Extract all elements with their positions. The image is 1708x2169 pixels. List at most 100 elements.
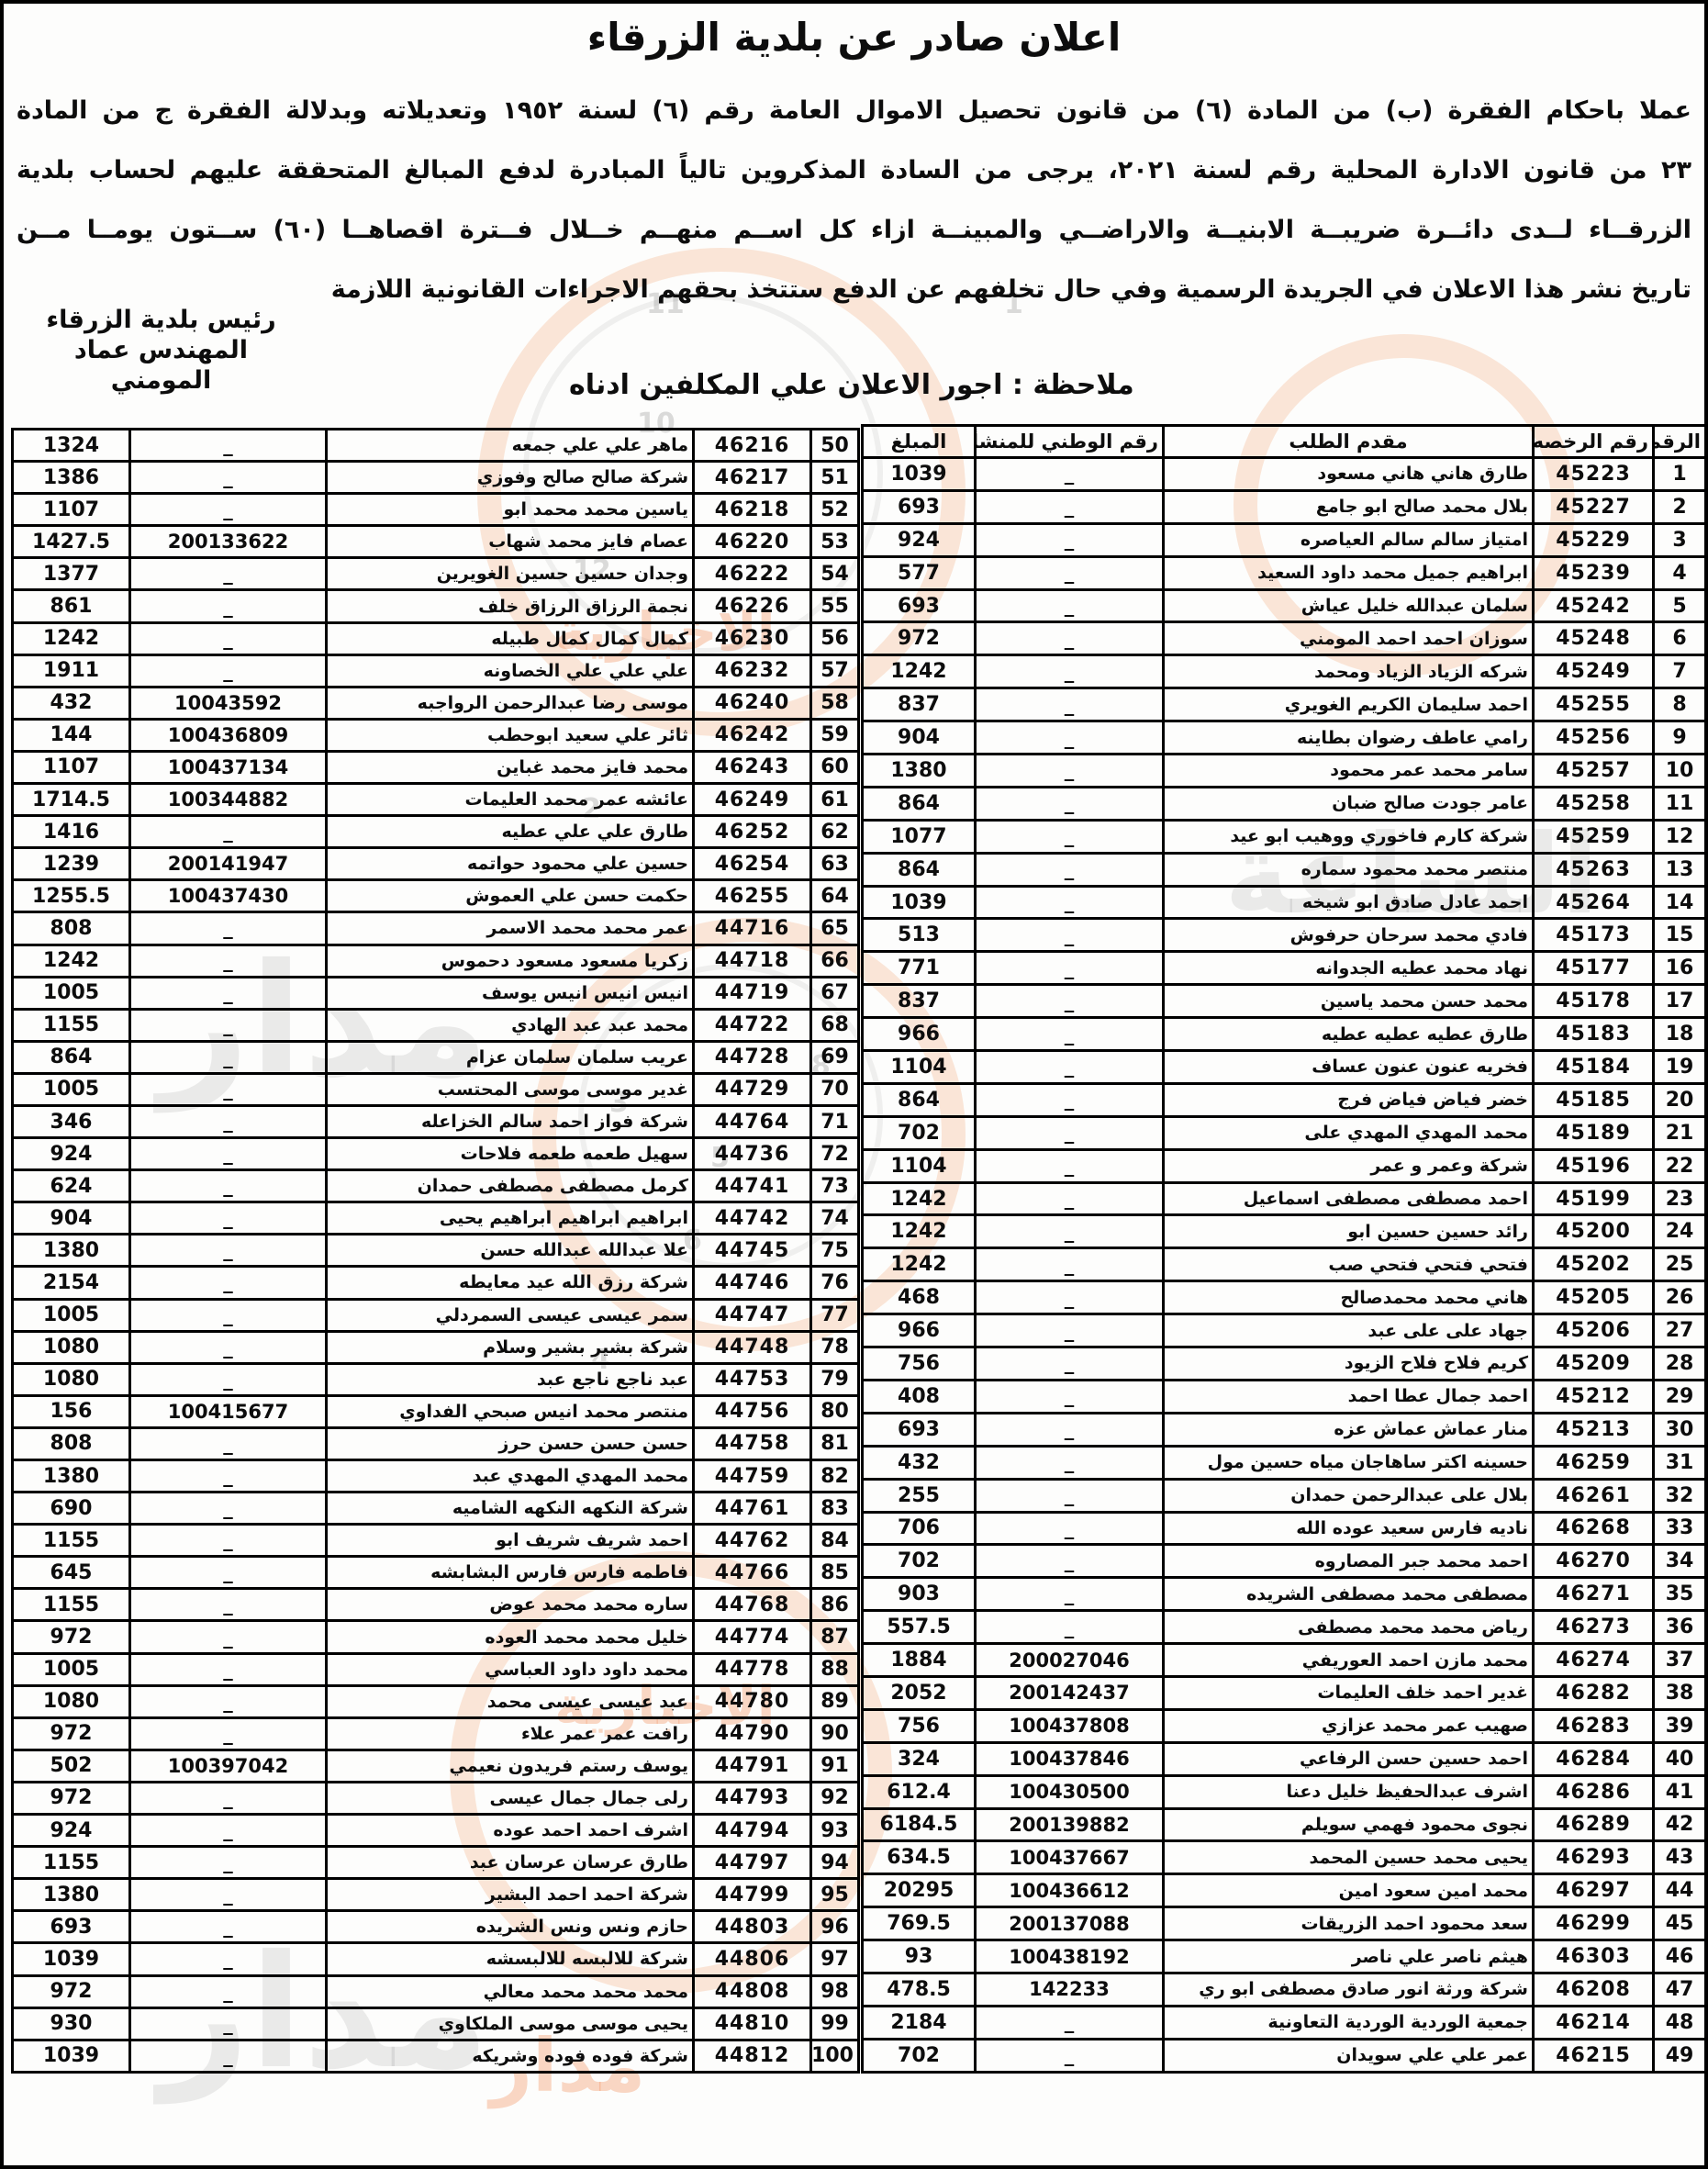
cell-license: 46286 [1532, 1773, 1655, 1810]
cell-applicant: شركه الزياد الزياد ومحمد [1162, 654, 1535, 690]
cell-applicant: هاني محمد محمدصالح [1162, 1280, 1535, 1316]
cell-license: 45256 [1532, 720, 1655, 756]
table-row: 15 45173 فادي محمد سرحان حرفوش _ 513 [861, 917, 1704, 954]
cell-num: 86 [809, 1587, 860, 1623]
table-row: 95 44799 شركة احمد احمد البشير _ 1380 [11, 1877, 860, 1913]
cell-num: 57 [809, 653, 860, 688]
cell-applicant: احمد جمال عطا احمد [1162, 1378, 1535, 1414]
cell-num: 16 [1652, 950, 1704, 987]
cell-applicant: سعد محمود احمد الزريقات [1162, 1906, 1535, 1942]
cell-applicant: احمد محمد جبر المصاروه [1162, 1543, 1535, 1580]
cell-license: 46282 [1532, 1674, 1655, 1711]
cell-num: 45 [1652, 1906, 1704, 1942]
announcement-paragraph: عملا باحكام الفقرة (ب) من المادة (٦) من … [17, 81, 1691, 319]
cell-num: 87 [809, 1619, 860, 1655]
cell-national: 100436809 [128, 717, 328, 753]
cell-national: _ [974, 917, 1165, 954]
cell-num: 78 [809, 1329, 860, 1365]
table-row: 42 46289 نجوى محمود فهمي سويلم 200139882 618… [861, 1806, 1704, 1843]
cell-applicant: عبد عيسى عيسى محمد [325, 1683, 695, 1719]
table-row: 96 44803 حازم ونس ونس الشريده _ 693 [11, 1909, 860, 1945]
cell-amount: 1242 [11, 621, 131, 656]
cell-national: _ [128, 1909, 328, 1945]
cell-license: 44748 [692, 1329, 812, 1365]
cell-applicant: احمد عادل صادق ابو شيخه [1162, 884, 1535, 921]
cell-num: 49 [1652, 2037, 1704, 2074]
cell-num: 52 [809, 492, 860, 528]
table-row: 27 45206 جهاد على على عبد _ 966 [861, 1313, 1704, 1349]
table-row: 17 45178 محمد حسن محمد ياسين _ 837 [861, 983, 1704, 1020]
table-row: 40 46284 احمد حسين حسن الرفاعي 100437846 324 [861, 1740, 1704, 1777]
cell-applicant: طارق هاني هاني مسعود [1162, 456, 1535, 492]
cell-license: 46215 [1532, 2037, 1655, 2074]
cell-national: _ [128, 1683, 328, 1719]
cell-num: 33 [1652, 1510, 1704, 1547]
cell-applicant: سوزان احمد احمد المومني [1162, 621, 1535, 657]
table-row: 60 46243 محمد فايز محمد غباين 100437134 1107 [11, 749, 860, 786]
table-row: 3 45229 امتياز سالم سالم العياصره _ 924 [861, 521, 1704, 558]
cell-num: 9 [1652, 720, 1704, 756]
cell-amount: 1380 [11, 1458, 131, 1494]
page-title: اعلان صادر عن بلدية الزرقاء [586, 15, 1122, 60]
cell-national: _ [128, 2006, 328, 2041]
cell-national: _ [974, 1510, 1165, 1547]
cell-national: _ [974, 720, 1165, 756]
cell-license: 45227 [1532, 488, 1655, 525]
table-row: 100 44812 شركة فوده فوده وشريكه _ 1039 [11, 2038, 860, 2074]
cell-applicant: رياض محمد محمد مصطفى [1162, 1609, 1535, 1646]
cell-license: 45177 [1532, 950, 1655, 987]
cell-national: _ [974, 621, 1165, 657]
cell-num: 56 [809, 621, 860, 656]
cell-license: 45239 [1532, 554, 1655, 591]
cell-amount: 1242 [861, 654, 977, 690]
cell-applicant: كريم فلاح فلاح الزيود [1162, 1346, 1535, 1381]
cell-amount: 702 [861, 1114, 977, 1151]
table-row: 66 44718 زكريا مسعود مسعود دحموس _ 1242 [11, 943, 860, 978]
cell-amount: 20295 [861, 1873, 977, 1909]
cell-license: 44729 [692, 1071, 812, 1107]
cell-license: 44742 [692, 1201, 812, 1236]
cell-amount: 1714.5 [11, 782, 131, 818]
table-row: 81 44758 حسن حسن حسن حرز _ 808 [11, 1426, 860, 1462]
cell-num: 64 [809, 878, 860, 914]
cell-num: 97 [809, 1941, 860, 1977]
cell-num: 82 [809, 1458, 860, 1494]
cell-amount: 837 [861, 687, 977, 723]
cell-amount: 756 [861, 1346, 977, 1381]
cell-amount: 346 [11, 1103, 131, 1140]
table-row: 35 46271 مصطفى محمد مصطفى الشريده _ 903 [861, 1576, 1704, 1613]
cell-num: 37 [1652, 1642, 1704, 1678]
cell-num: 36 [1652, 1609, 1704, 1646]
cell-num: 32 [1652, 1477, 1704, 1514]
cell-num: 83 [809, 1491, 860, 1526]
table-row: 24 45200 رائد حسين حسين ابو _ 1242 [861, 1213, 1704, 1250]
cell-national: _ [974, 1313, 1165, 1349]
table-row: 64 46255 حكمت حسن علي العموش 100437430 1255.… [11, 878, 860, 914]
cell-num: 89 [809, 1683, 860, 1719]
cell-amount: 144 [11, 717, 131, 753]
cell-national: 100437430 [128, 878, 328, 914]
cell-amount: 924 [861, 521, 977, 558]
cell-amount: 1155 [11, 1007, 131, 1043]
cell-num: 91 [809, 1748, 860, 1783]
cell-applicant: عمر علي علي سويدان [1162, 2037, 1535, 2074]
cell-national: 10043592 [128, 685, 328, 721]
cell-num: 60 [809, 749, 860, 786]
cell-applicant: محمد امين سعود امين [1162, 1873, 1535, 1909]
table-row: 21 45189 محمد المهدي المهدي على _ 702 [861, 1114, 1704, 1151]
cell-amount: 1380 [11, 1877, 131, 1913]
cell-national: _ [128, 1619, 328, 1655]
cell-applicant: عبد ناجع ناجع عبد [325, 1361, 695, 1397]
cell-license: 46255 [692, 878, 812, 914]
table-row: 86 44768 ساره محمد محمد عوض _ 1155 [11, 1587, 860, 1623]
cell-license: 44728 [692, 1039, 812, 1075]
note-line: ملاحظة : اجور الاعلان علي المكلفين ادناه [569, 369, 1134, 401]
table-row: 26 45205 هاني محمد محمدصالح _ 468 [861, 1280, 1704, 1316]
table-row: 46 46303 هيثم ناصر علي ناصر 100438192 93 [861, 1939, 1704, 1974]
cell-applicant: سمر عيسى عيسى السمردلي [325, 1297, 695, 1333]
table-row: 18 45183 طارق عطيه عطيه عطيه _ 966 [861, 1016, 1704, 1053]
cell-applicant: فاطمه فارس فارس البشابشه [325, 1555, 695, 1591]
table-row: 4 45239 ابراهيم جميل محمد داود السعيد _ 577 [861, 554, 1704, 591]
cell-amount: 612.4 [861, 1773, 977, 1810]
cell-num: 31 [1652, 1444, 1704, 1481]
